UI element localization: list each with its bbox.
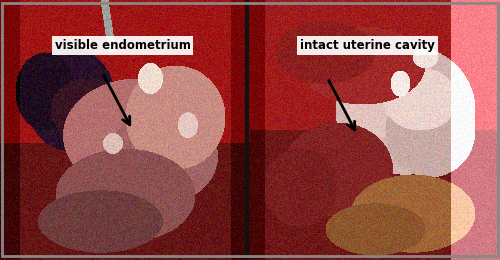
Text: intact uterine cavity: intact uterine cavity [300,39,435,52]
Text: visible endometrium: visible endometrium [54,39,190,52]
